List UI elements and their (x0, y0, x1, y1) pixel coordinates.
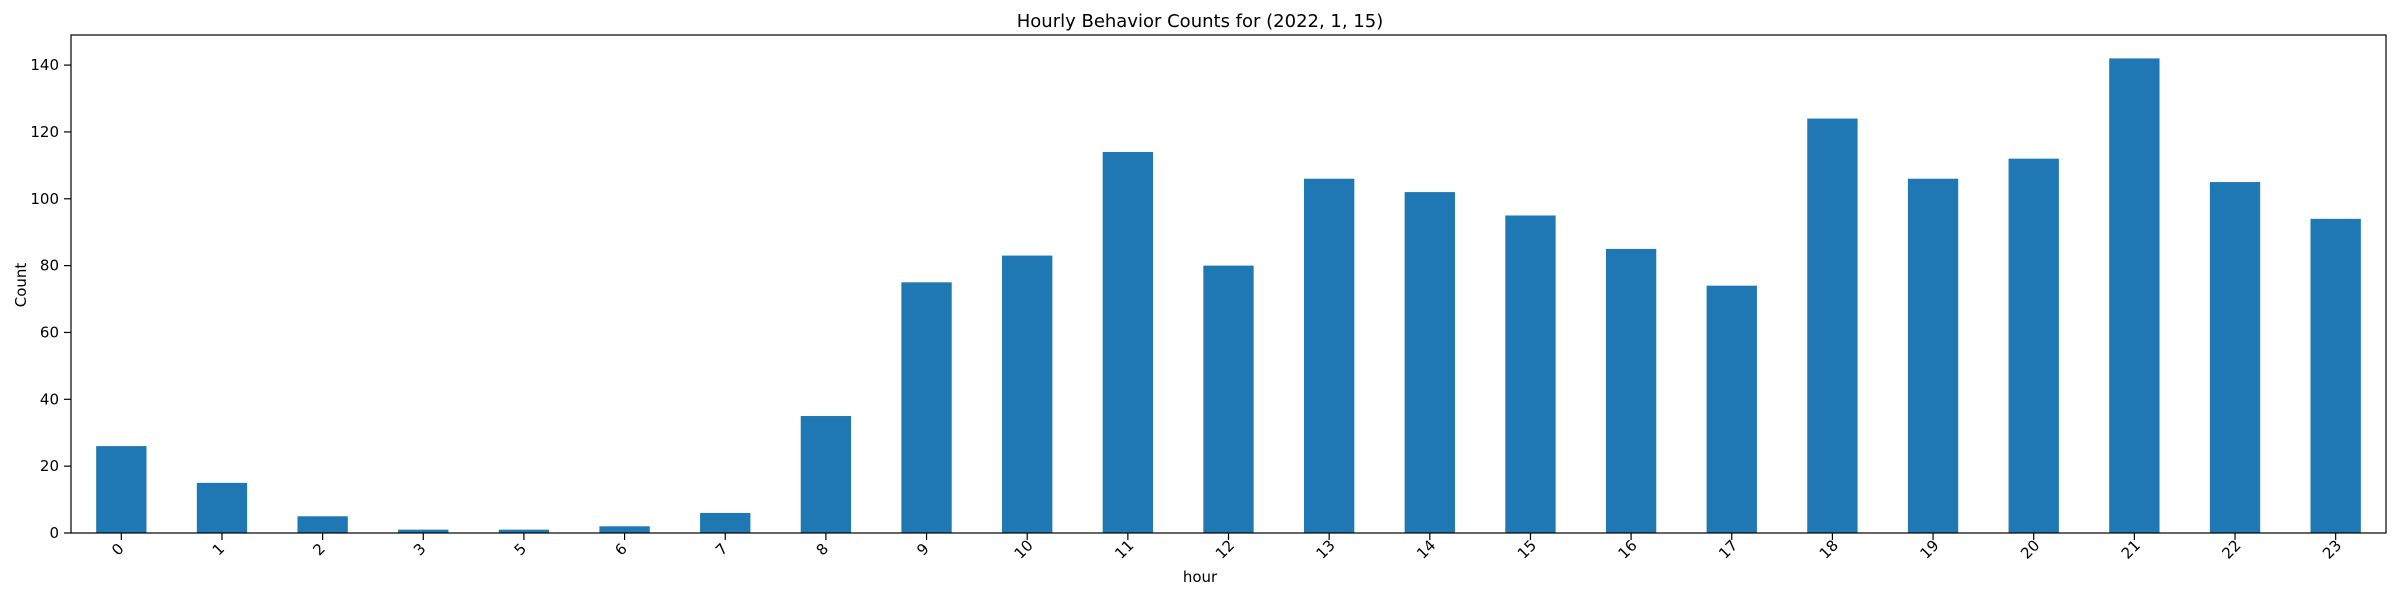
bar-hour-17 (1706, 285, 1757, 533)
x-tick-label: 19 (1916, 536, 1942, 562)
x-tick-label: 3 (410, 540, 429, 559)
x-tick-label: 22 (2218, 536, 2244, 562)
x-tick-label: 11 (1111, 536, 1137, 562)
bar-hour-1 (196, 482, 248, 533)
y-tick-label: 0 (49, 524, 59, 542)
bar-hour-11 (1102, 151, 1154, 533)
y-tick-label: 40 (40, 390, 59, 408)
bar-hour-21 (2109, 58, 2160, 534)
x-tick-label: 5 (511, 540, 530, 559)
x-tick-label: 13 (1313, 536, 1339, 562)
bar-hour-15 (1505, 215, 1556, 533)
x-tick-label: 1 (209, 540, 228, 559)
bar-hour-6 (599, 526, 650, 533)
bar-hour-14 (1404, 192, 1455, 533)
y-axis-label: Count (12, 263, 30, 308)
x-axis-label: hour (1183, 568, 1218, 586)
y-tick-label: 60 (40, 323, 59, 341)
bar-hour-16 (1605, 248, 1657, 533)
y-tick-label: 100 (30, 190, 59, 208)
bar-hour-22 (2209, 182, 2261, 533)
bar-hour-20 (2008, 158, 2059, 533)
x-tick-label: 0 (108, 540, 127, 559)
x-tick-label: 17 (1715, 536, 1741, 562)
y-tick-label: 120 (30, 123, 59, 141)
x-tick-label: 20 (2017, 536, 2043, 562)
bar-hour-23 (2310, 218, 2361, 533)
bar-hour-8 (800, 416, 852, 533)
bar-hour-3 (398, 529, 449, 533)
bar-hour-2 (297, 516, 348, 533)
bar-hour-13 (1303, 178, 1355, 533)
bar-hour-10 (1002, 255, 1053, 533)
bar-hour-19 (1907, 178, 1959, 533)
x-tick-label: 12 (1212, 536, 1238, 562)
x-tick-label: 9 (913, 540, 932, 559)
x-tick-label: 15 (1514, 536, 1540, 562)
bar-hour-9 (901, 282, 952, 533)
y-tick-label: 140 (30, 56, 59, 74)
x-tick-label: 8 (813, 540, 832, 559)
x-tick-label: 16 (1614, 536, 1640, 562)
x-tick-label: 7 (712, 540, 731, 559)
x-tick-label: 14 (1413, 536, 1439, 562)
bar-hour-12 (1203, 265, 1254, 533)
x-tick-label: 2 (309, 540, 328, 559)
y-tick-label: 80 (40, 257, 59, 275)
x-tick-label: 18 (1816, 536, 1842, 562)
bar-hour-18 (1807, 118, 1858, 534)
bar-hour-5 (498, 529, 550, 533)
y-tick-label: 20 (40, 457, 59, 475)
bar-hour-0 (96, 446, 147, 533)
bar-hour-7 (700, 512, 751, 533)
x-tick-label: 10 (1011, 536, 1037, 562)
plot-frame (70, 34, 2387, 534)
x-tick-label: 6 (611, 540, 630, 559)
x-tick-label: 21 (2118, 536, 2144, 562)
chart-title: Hourly Behavior Counts for (2022, 1, 15) (1017, 11, 1384, 32)
x-tick-label: 23 (2319, 536, 2345, 562)
